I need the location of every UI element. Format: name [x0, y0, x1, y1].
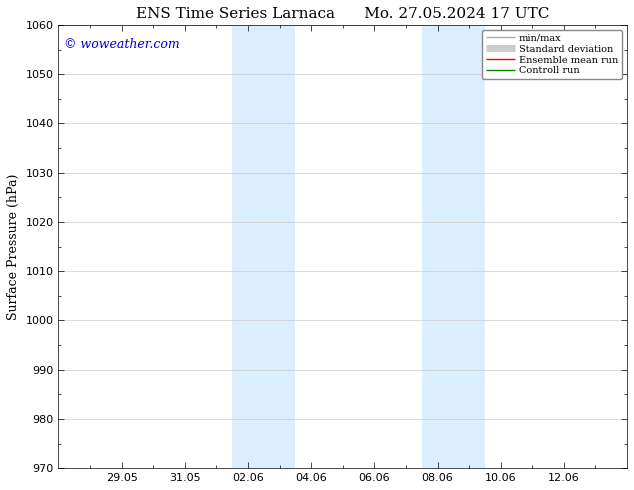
Title: ENS Time Series Larnaca      Mo. 27.05.2024 17 UTC: ENS Time Series Larnaca Mo. 27.05.2024 1…	[136, 7, 550, 21]
Legend: min/max, Standard deviation, Ensemble mean run, Controll run: min/max, Standard deviation, Ensemble me…	[482, 30, 622, 79]
Text: © woweather.com: © woweather.com	[64, 38, 180, 51]
Bar	[422, 25, 485, 468]
Y-axis label: Surface Pressure (hPa): Surface Pressure (hPa)	[7, 173, 20, 320]
Bar	[232, 25, 295, 468]
